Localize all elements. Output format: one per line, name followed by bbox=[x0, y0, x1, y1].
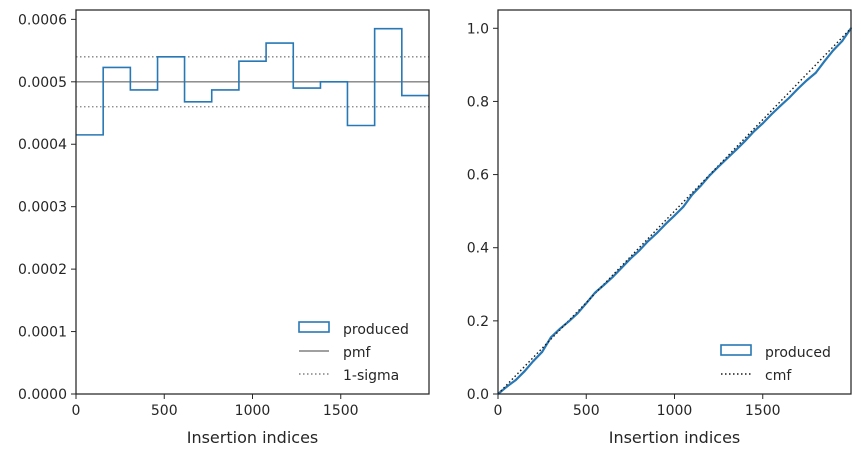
histogram-bin bbox=[130, 90, 157, 394]
produced-point bbox=[699, 184, 702, 187]
y-tick-label: 0.0005 bbox=[18, 75, 67, 91]
produced-histogram-step bbox=[76, 27, 429, 136]
legend-label-produced: produced bbox=[343, 322, 409, 338]
legend-label-cmf: cmf bbox=[765, 368, 792, 384]
x-tick-label: 1000 bbox=[657, 403, 693, 419]
histogram-bin bbox=[185, 102, 212, 394]
y-tick-label: 0.2 bbox=[467, 314, 489, 330]
produced-point bbox=[664, 222, 667, 225]
produced-point bbox=[611, 275, 614, 278]
y-tick-label: 0.0004 bbox=[18, 137, 67, 153]
produced-point bbox=[752, 130, 755, 133]
produced-point bbox=[594, 291, 597, 294]
histogram-bin bbox=[402, 96, 429, 394]
produced-point bbox=[770, 113, 773, 116]
x-tick-label: 1500 bbox=[323, 403, 359, 419]
y-tick-label: 0.0 bbox=[467, 387, 489, 403]
axes-frame bbox=[497, 9, 852, 395]
cumulative-chart: 0.0 0.2 0.4 0.6 0.8 1.0 0 500 1000 1500Insertion … bbox=[467, 9, 852, 447]
legend-swatch-produced bbox=[720, 344, 752, 356]
produced-point bbox=[691, 193, 694, 196]
y-tick-label: 0.0002 bbox=[18, 262, 67, 278]
produced-point bbox=[655, 232, 658, 235]
histogram-bin bbox=[158, 57, 185, 394]
produced-point bbox=[823, 60, 826, 63]
histogram-bin bbox=[293, 88, 320, 394]
produced-point bbox=[735, 148, 738, 151]
produced-point bbox=[647, 240, 650, 243]
axes-frame bbox=[75, 9, 430, 395]
produced-point bbox=[726, 157, 729, 160]
produced-point bbox=[567, 320, 570, 323]
produced-point bbox=[620, 266, 623, 269]
y-tick-label: 0.6 bbox=[467, 168, 489, 184]
histogram-bin bbox=[212, 90, 239, 394]
y-tick-label: 0.0006 bbox=[18, 12, 67, 28]
x-tick-label: 0 bbox=[494, 403, 503, 419]
produced-point bbox=[576, 312, 579, 315]
histogram-bin bbox=[266, 43, 293, 394]
produced-point bbox=[585, 302, 588, 305]
produced-point bbox=[841, 40, 844, 43]
legend-label-produced: produced bbox=[765, 345, 831, 361]
produced-point bbox=[761, 122, 764, 125]
y-tick-label: 0.4 bbox=[467, 241, 489, 257]
produced-point bbox=[629, 257, 632, 260]
y-tick-label: 0.0000 bbox=[18, 387, 67, 403]
y-tick-label: 0.0003 bbox=[18, 200, 67, 216]
histogram-bin bbox=[239, 61, 266, 394]
produced-point bbox=[602, 284, 605, 287]
histogram-bin bbox=[76, 135, 103, 394]
histogram-bin bbox=[103, 67, 130, 394]
produced-point bbox=[532, 360, 535, 363]
produced-point bbox=[682, 205, 685, 208]
x-axis-label: Insertion indices bbox=[187, 428, 319, 447]
legend-swatch-produced bbox=[298, 321, 330, 333]
produced-point bbox=[549, 336, 552, 339]
produced-point bbox=[558, 327, 561, 330]
produced-point bbox=[505, 385, 508, 388]
y-tick-label: 1.0 bbox=[467, 21, 489, 37]
legend-label-pmf: pmf bbox=[343, 345, 372, 361]
produced-point bbox=[717, 165, 720, 168]
produced-point bbox=[779, 104, 782, 107]
x-tick-label: 1500 bbox=[745, 403, 781, 419]
x-tick-label: 500 bbox=[573, 403, 600, 419]
produced-point bbox=[523, 370, 526, 373]
produced-point bbox=[744, 139, 747, 142]
produced-point bbox=[638, 249, 641, 252]
x-tick-label: 0 bbox=[72, 403, 81, 419]
produced-point bbox=[673, 214, 676, 217]
y-tick-label: 0.0001 bbox=[18, 325, 67, 341]
produced-point bbox=[541, 350, 544, 353]
produced-point bbox=[805, 79, 808, 82]
produced-point bbox=[832, 49, 835, 52]
cmf-line bbox=[497, 27, 852, 395]
y-tick-label: 0.8 bbox=[467, 94, 489, 110]
x-tick-label: 500 bbox=[151, 403, 178, 419]
produced-point bbox=[797, 87, 800, 90]
histogram-chart: 0.0000 0.0001 0.0002 0.0003 0.0004 0.0005 0.00… bbox=[18, 9, 430, 447]
produced-point bbox=[708, 174, 711, 177]
x-tick-label: 1000 bbox=[235, 403, 271, 419]
produced-point bbox=[814, 71, 817, 74]
legend-label-1-sigma: 1-sigma bbox=[343, 368, 399, 384]
produced-point bbox=[514, 379, 517, 382]
x-axis-label: Insertion indices bbox=[609, 428, 741, 447]
histogram-bin bbox=[375, 29, 402, 394]
produced-point bbox=[788, 96, 791, 99]
